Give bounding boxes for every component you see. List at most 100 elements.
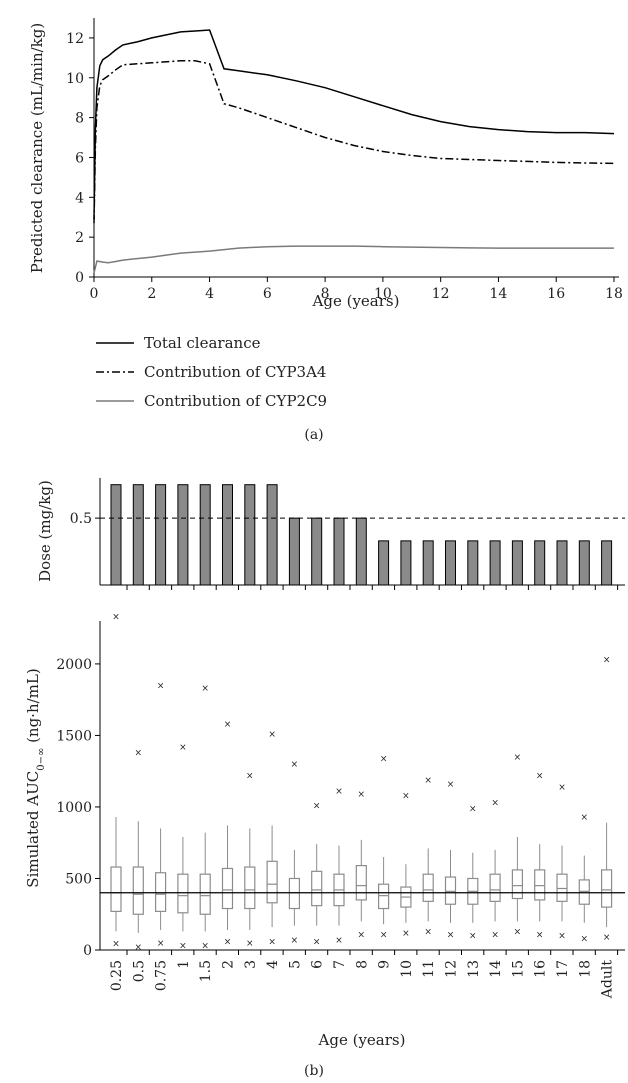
legend-label-total: Total clearance [144, 334, 261, 352]
a-y-tick-label: 0 [75, 270, 84, 286]
dose-bar [490, 541, 500, 585]
auc-min-marker: × [313, 937, 321, 947]
dose-bar [468, 541, 478, 585]
auc-box [133, 867, 143, 914]
a-y-tick-label: 10 [66, 71, 84, 87]
auc-min-marker: × [514, 927, 522, 937]
a-series-line-2 [94, 246, 614, 273]
dose-bar [446, 541, 456, 585]
auc-y-tick-label: 1500 [56, 728, 92, 744]
auc-min-marker: × [179, 942, 187, 952]
dose-bar [223, 485, 233, 585]
auc-box [156, 873, 166, 912]
auc-x-tick-label: 3 [243, 960, 259, 969]
auc-box [557, 874, 567, 901]
auc-min-marker: × [135, 943, 143, 953]
auc-boxes: × × × × × × × × × × × × × × × × × × × × × × × × × × × × × × × × × × × × × × × ×… [111, 613, 612, 953]
auc-x-tick-label: 16 [533, 960, 549, 978]
auc-max-marker: × [603, 656, 611, 666]
auc-box [312, 871, 322, 905]
auc-x-tick-label: 15 [510, 960, 526, 978]
panel-b-dose-bar-chart: 0.5 Dose (mg/kg) [36, 478, 625, 590]
auc-box [579, 880, 589, 904]
auc-box [289, 878, 299, 908]
auc-y-label-unit: (ng·h/mL) [24, 668, 42, 747]
auc-x-tick-label: 0.75 [154, 960, 170, 991]
auc-max-marker: × [558, 783, 566, 793]
dose-bar [289, 518, 299, 585]
auc-min-marker: × [201, 942, 209, 952]
auc-min-marker: × [358, 930, 366, 940]
auc-x-tick-label: 4 [265, 960, 281, 969]
dose-bar [579, 541, 589, 585]
auc-x-tick-label: Adult [600, 960, 616, 1000]
dose-y-tick-label: 0.5 [70, 511, 92, 527]
a-x-tick-label: 14 [490, 286, 508, 302]
a-x-tick-label: 4 [205, 286, 214, 302]
auc-min-marker: × [491, 930, 499, 940]
dose-bar [535, 541, 545, 585]
panel-a-y-axis-label: Predicted clearance (mL/min/kg) [28, 23, 46, 273]
auc-max-marker: × [536, 771, 544, 781]
auc-min-marker: × [469, 932, 477, 942]
auc-max-marker: × [581, 813, 589, 823]
auc-min-marker: × [603, 933, 611, 943]
auc-max-marker: × [157, 681, 165, 691]
dose-bars [111, 485, 612, 585]
auc-max-marker: × [491, 799, 499, 809]
auc-x-tick-label: 1 [176, 960, 192, 969]
a-x-tick-label: 0 [90, 286, 99, 302]
auc-y-tick-label: 0 [83, 943, 92, 959]
dose-bar [267, 485, 277, 585]
auc-x-tick-label: 8 [354, 960, 370, 969]
auc-max-marker: × [514, 753, 522, 763]
auc-max-marker: × [135, 749, 143, 759]
auc-min-marker: × [536, 930, 544, 940]
dose-bar [401, 541, 411, 585]
dose-bar [602, 541, 612, 585]
auc-x-tick-label: 0.25 [109, 960, 125, 991]
auc-y-tick-label: 2000 [56, 657, 92, 673]
auc-min-marker: × [291, 936, 299, 946]
a-y-tick-label: 8 [75, 111, 84, 127]
auc-box [178, 874, 188, 913]
a-y-tick-label: 4 [75, 190, 84, 206]
auc-max-marker: × [201, 684, 209, 694]
auc-x-ticks: 0.25 0.5 0.75 1 1.5 2 3 4 5 6 7 8 9 10 11 12 13 14 15 16 17 1… [109, 950, 618, 999]
panel-b-auc-box-chart: 0500100015002000 ×××××××××××××××××××××××… [24, 613, 625, 1079]
auc-min-marker: × [335, 936, 343, 946]
auc-box [200, 874, 210, 914]
auc-min-marker: × [447, 930, 455, 940]
auc-x-tick-label: 2 [221, 960, 237, 969]
auc-x-tick-label: 1.5 [198, 960, 214, 982]
auc-x-tick-label: 9 [377, 960, 393, 969]
a-series-line-0 [94, 30, 614, 219]
auc-min-marker: × [402, 929, 410, 939]
panel-a-caption: (a) [304, 427, 323, 443]
dose-bar [356, 518, 366, 585]
auc-min-marker: × [157, 939, 165, 949]
auc-x-tick-label: 5 [287, 960, 303, 969]
dose-bar [312, 518, 322, 585]
auc-x-tick-label: 10 [399, 960, 415, 978]
auc-x-tick-label: 6 [310, 960, 326, 969]
panel-a-y-ticks: 0 2 4 6 8 10 12 [66, 31, 94, 286]
a-x-tick-label: 2 [147, 286, 156, 302]
panel-a-x-axis-label: Age (years) [312, 292, 400, 310]
dose-bar [379, 541, 389, 585]
a-y-tick-label: 12 [66, 31, 84, 47]
auc-x-tick-label: 7 [332, 960, 348, 969]
auc-min-marker: × [246, 939, 254, 949]
auc-x-tick-label: 12 [444, 960, 460, 978]
auc-x-tick-label: 17 [555, 960, 571, 978]
auc-box [512, 870, 522, 899]
auc-x-tick-label: 0.5 [131, 960, 147, 982]
a-x-tick-label: 16 [547, 286, 565, 302]
auc-x-tick-label: 11 [421, 960, 437, 978]
auc-max-marker: × [313, 802, 321, 812]
auc-box [423, 874, 433, 901]
auc-min-marker: × [112, 940, 120, 950]
auc-box [111, 867, 121, 911]
dose-bar [178, 485, 188, 585]
